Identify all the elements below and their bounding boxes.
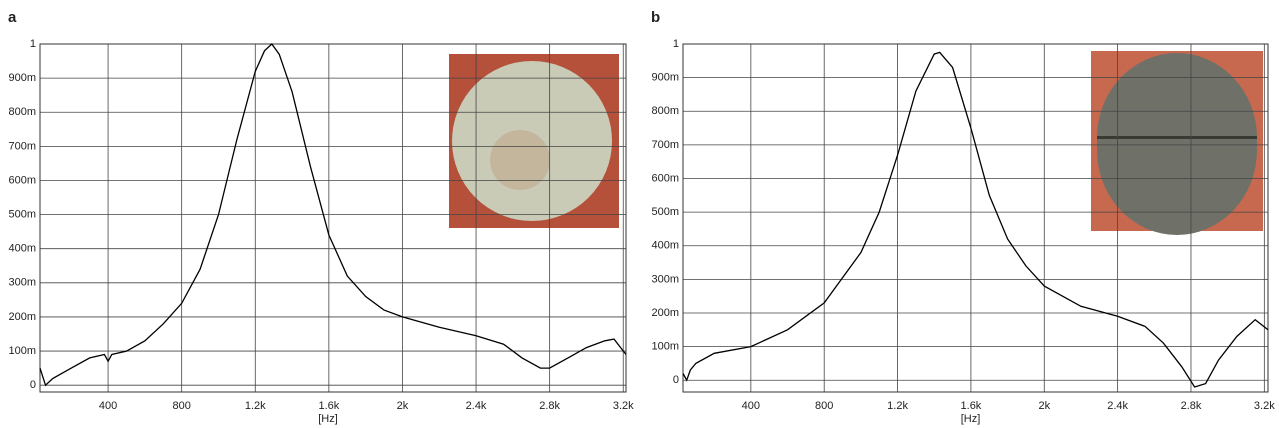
x-tick-label: 2k	[397, 400, 409, 412]
response-curve	[39, 43, 627, 387]
x-tick-label: 800	[172, 400, 190, 412]
y-tick-label: 600m	[651, 172, 679, 184]
y-tick-label: 400m	[651, 240, 679, 252]
x-tick-label: 3.2k	[613, 400, 634, 412]
crack	[1097, 136, 1257, 139]
panel-label: b	[651, 9, 660, 26]
x-tick-label: 2.4k	[466, 400, 487, 412]
x-tick-label: 800	[815, 400, 833, 412]
y-tick-label: 900m	[651, 72, 679, 84]
y-tick-label: 900m	[8, 72, 36, 84]
y-tick-label: 200m	[651, 307, 679, 319]
x-axis-label: [Hz]	[318, 413, 338, 425]
y-tick-label: 1	[30, 38, 36, 50]
y-tick-label: 100m	[8, 345, 36, 357]
y-tick-label: 300m	[651, 273, 679, 285]
y-tick-label: 0	[673, 374, 679, 386]
x-tick-label: 1.2k	[245, 400, 266, 412]
x-tick-label: 1.6k	[318, 400, 339, 412]
x-tick-label: 1.2k	[887, 400, 908, 412]
y-tick-label: 500m	[651, 206, 679, 218]
inset-photo-a	[449, 54, 619, 228]
specimen-stain	[490, 130, 550, 190]
y-tick-label: 600m	[8, 174, 36, 186]
plot-frame	[39, 43, 627, 393]
x-tick-label: 2.8k	[1181, 400, 1202, 412]
y-tick-label: 700m	[651, 139, 679, 151]
x-tick-label: 3.2k	[1254, 400, 1275, 412]
y-tick-label: 400m	[8, 243, 36, 255]
y-tick-label: 800m	[651, 105, 679, 117]
y-tick-label: 800m	[8, 106, 36, 118]
x-tick-label: 400	[99, 400, 117, 412]
y-tick-label: 200m	[8, 311, 36, 323]
x-tick-label: 2.8k	[539, 400, 560, 412]
x-tick-label: 1.6k	[961, 400, 982, 412]
x-tick-label: 2k	[1038, 400, 1050, 412]
specimen	[1097, 53, 1257, 235]
y-tick-label: 100m	[651, 341, 679, 353]
x-tick-label: 2.4k	[1107, 400, 1128, 412]
y-tick-label: 300m	[8, 277, 36, 289]
panel-label: a	[8, 9, 17, 26]
y-tick-label: 500m	[8, 208, 36, 220]
y-tick-label: 1	[673, 38, 679, 50]
y-tick-label: 0	[30, 379, 36, 391]
response-curve	[682, 51, 1269, 388]
x-tick-label: 400	[742, 400, 760, 412]
y-tick-label: 700m	[8, 140, 36, 152]
inset-photo-b	[1091, 51, 1263, 235]
x-axis-label: [Hz]	[961, 413, 981, 425]
plot-frame	[682, 43, 1269, 393]
